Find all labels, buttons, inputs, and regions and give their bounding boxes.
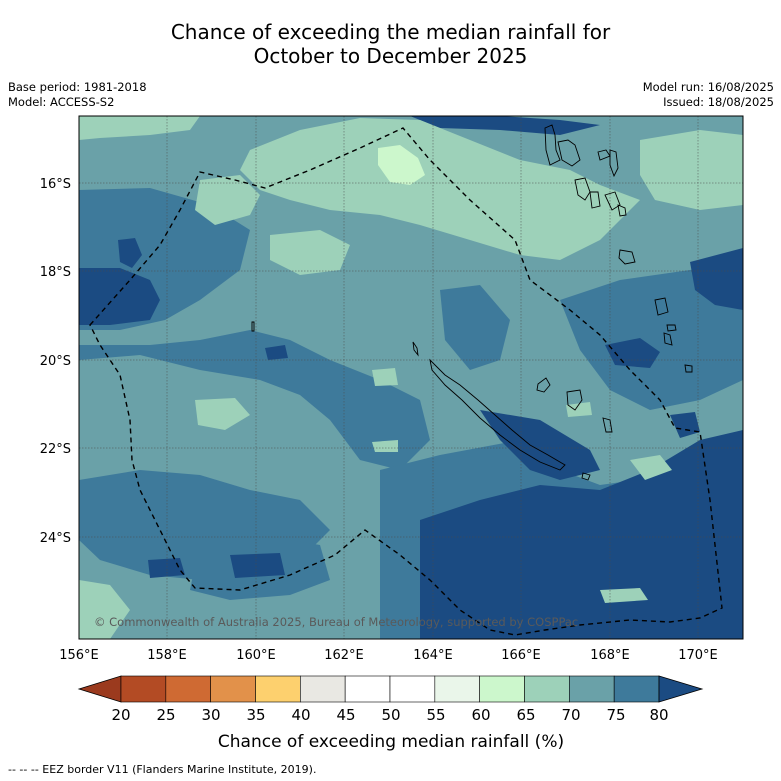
colorbar-low-extend bbox=[77, 675, 122, 703]
colorbar-cell bbox=[165, 675, 211, 703]
lon-label: 170°E bbox=[678, 648, 718, 663]
band-60-65-regions bbox=[378, 145, 425, 185]
colorbar-tick: 45 bbox=[336, 706, 355, 724]
colorbar-tick: 50 bbox=[381, 706, 400, 724]
colorbar-tick: 30 bbox=[201, 706, 220, 724]
colorbar-tick: 35 bbox=[246, 706, 265, 724]
model-name: Model: ACCESS-S2 bbox=[8, 95, 115, 109]
colorbar-cell bbox=[120, 675, 167, 703]
lat-label: 18°S bbox=[40, 265, 71, 280]
title-line-2: October to December 2025 bbox=[253, 44, 528, 68]
colorbar-cell bbox=[300, 675, 346, 703]
colorbar-cell bbox=[210, 675, 256, 703]
colorbar-cell bbox=[389, 675, 436, 703]
colorbar-cell bbox=[479, 675, 525, 703]
colorbar-cell bbox=[569, 675, 615, 703]
colorbar-tick: 70 bbox=[561, 706, 580, 724]
colorbar-tick-labels: 20 25 30 35 40 45 50 55 60 65 70 75 80 bbox=[111, 706, 668, 724]
lon-label: 166°E bbox=[501, 648, 541, 663]
colorbar-tick: 65 bbox=[516, 706, 535, 724]
colorbar-cell bbox=[524, 675, 570, 703]
colorbar-label: Chance of exceeding median rainfall (%) bbox=[218, 732, 564, 752]
lon-label: 164°E bbox=[413, 648, 453, 663]
colorbar-tick: 60 bbox=[471, 706, 490, 724]
copyright-text: © Commonwealth of Australia 2025, Bureau… bbox=[94, 615, 578, 629]
lon-label: 156°E bbox=[59, 648, 99, 663]
lat-label: 20°S bbox=[40, 354, 71, 369]
colorbar-high-extend bbox=[658, 675, 704, 703]
colorbar: 20 25 30 35 40 45 50 55 60 65 70 75 80 C… bbox=[77, 675, 704, 752]
band-65-70-regions bbox=[79, 116, 743, 639]
lat-label: 24°S bbox=[40, 531, 71, 546]
lat-label: 22°S bbox=[40, 442, 71, 457]
longitude-labels: 156°E 158°E 160°E 162°E 164°E 166°E 168°… bbox=[59, 648, 718, 663]
colorbar-tick: 75 bbox=[606, 706, 625, 724]
colorbar-tick: 55 bbox=[426, 706, 445, 724]
forecast-map: © Commonwealth of Australia 2025, Bureau… bbox=[79, 116, 743, 639]
colorbar-cells bbox=[120, 675, 660, 703]
map-frame bbox=[78, 115, 744, 640]
model-run: Model run: 16/08/2025 bbox=[642, 80, 774, 94]
colorbar-cell bbox=[434, 675, 480, 703]
colorbar-tick: 20 bbox=[111, 706, 130, 724]
lon-label: 160°E bbox=[236, 648, 276, 663]
coastlines bbox=[251, 124, 693, 481]
latitude-labels: 16°S 18°S 20°S 22°S 24°S bbox=[40, 177, 71, 546]
colorbar-cell bbox=[613, 675, 660, 703]
colorbar-cell bbox=[344, 675, 391, 703]
lon-label: 168°E bbox=[590, 648, 630, 663]
eez-footnote: -- -- -- EEZ border V11 (Flanders Marine… bbox=[8, 763, 317, 776]
lon-label: 162°E bbox=[324, 648, 364, 663]
issued-date: Issued: 18/08/2025 bbox=[663, 95, 774, 109]
meta-right: Model run: 16/08/2025 Issued: 18/08/2025 bbox=[643, 80, 774, 110]
title-line-1: Chance of exceeding the median rainfall … bbox=[170, 20, 611, 44]
base-period: Base period: 1981-2018 bbox=[8, 80, 147, 94]
band-above-80-regions bbox=[79, 116, 743, 639]
lat-label: 16°S bbox=[40, 177, 71, 192]
map-title: Chance of exceeding the median rainfall … bbox=[0, 20, 781, 68]
colorbar-tick: 40 bbox=[291, 706, 310, 724]
meta-left: Base period: 1981-2018 Model: ACCESS-S2 bbox=[8, 80, 147, 110]
colorbar-tick: 25 bbox=[156, 706, 175, 724]
colorbar-tick: 80 bbox=[649, 706, 668, 724]
graticule bbox=[79, 116, 743, 639]
colorbar-cell bbox=[255, 675, 301, 703]
eez-border bbox=[89, 127, 723, 636]
lon-label: 158°E bbox=[147, 648, 187, 663]
